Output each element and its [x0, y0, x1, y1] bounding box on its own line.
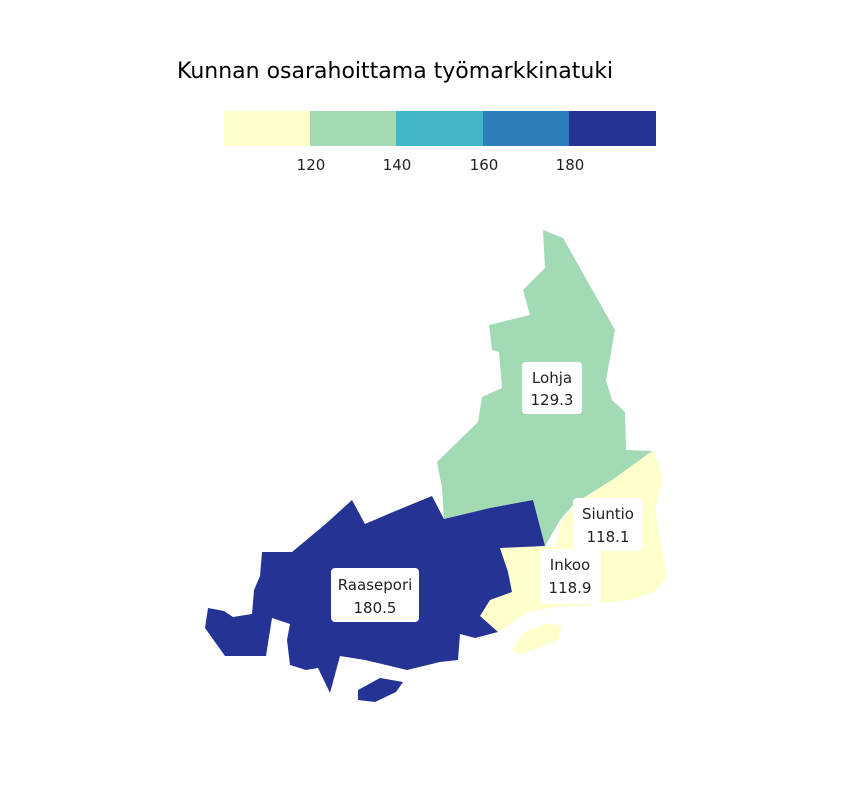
legend-swatch-1 — [224, 111, 311, 146]
label-inkoo-value: 118.9 — [549, 579, 592, 597]
label-raasepori: Raasepori 180.5 — [331, 568, 419, 622]
label-lohja-name: Lohja — [532, 369, 572, 387]
map-title: Kunnan osarahoittama työmarkkinatuki — [177, 59, 613, 84]
label-siuntio-name: Siuntio — [582, 505, 634, 523]
legend-tick-160: 160 — [470, 156, 499, 174]
legend-swatch-3 — [396, 111, 484, 146]
legend-swatch-5 — [569, 111, 656, 146]
label-raasepori-name: Raasepori — [338, 576, 413, 594]
map-regions — [205, 230, 667, 702]
legend: 120 140 160 180 — [224, 111, 656, 174]
label-siuntio-value: 118.1 — [587, 528, 630, 546]
label-inkoo: Inkoo 118.9 — [540, 549, 601, 604]
region-raasepori-island — [358, 678, 403, 702]
label-lohja-box — [522, 362, 582, 414]
region-inkoo-island — [512, 623, 562, 654]
legend-tick-180: 180 — [556, 156, 585, 174]
label-raasepori-box — [331, 568, 419, 622]
label-siuntio: Siuntio 118.1 — [573, 498, 643, 551]
label-raasepori-value: 180.5 — [354, 599, 397, 617]
region-labels: Lohja 129.3 Raasepori 180.5 Inkoo 118.9 … — [331, 362, 643, 622]
legend-swatch-2 — [310, 111, 397, 146]
label-inkoo-name: Inkoo — [550, 556, 590, 574]
label-siuntio-box — [573, 498, 643, 551]
label-inkoo-box — [540, 549, 601, 604]
legend-tick-120: 120 — [297, 156, 326, 174]
label-lohja: Lohja 129.3 — [522, 362, 582, 414]
legend-swatch-4 — [483, 111, 570, 146]
label-lohja-value: 129.3 — [531, 391, 574, 409]
legend-tick-140: 140 — [383, 156, 412, 174]
